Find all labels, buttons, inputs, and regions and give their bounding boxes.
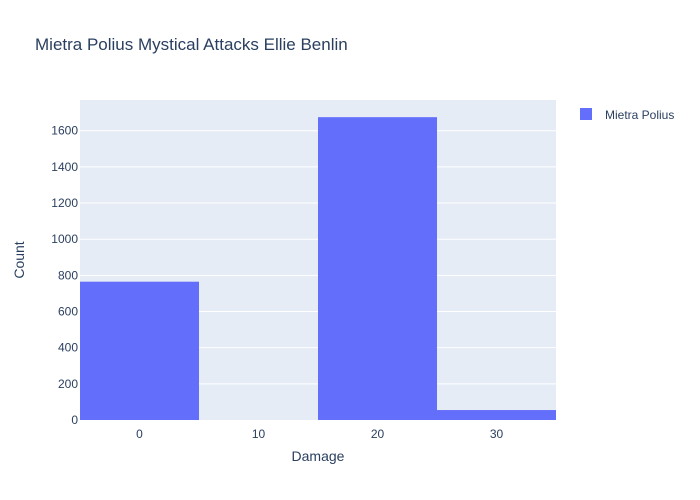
bar-damage-20[interactable] [318,117,437,420]
y-tick-label: 400 [58,341,78,355]
y-tick-label: 1000 [51,232,78,246]
bar-damage-0[interactable] [80,281,199,420]
x-tick-label: 20 [371,427,385,441]
legend-swatch[interactable] [580,108,592,120]
y-tick-label: 1600 [51,124,78,138]
y-axis-ticks: 0 200 400 600 800 1000 1200 1400 1600 [51,124,78,427]
y-axis-title: Count [11,241,27,278]
y-tick-label: 1200 [51,196,78,210]
x-tick-label: 0 [136,427,143,441]
y-tick-label: 200 [58,377,78,391]
y-tick-label: 600 [58,305,78,319]
x-tick-label: 30 [490,427,504,441]
x-axis-ticks: 0 10 20 30 [136,427,503,441]
y-tick-label: 800 [58,268,78,282]
chart-title: Mietra Polius Mystical Attacks Ellie Ben… [35,35,348,54]
x-tick-label: 10 [252,427,266,441]
y-tick-label: 0 [71,413,78,427]
bars [80,117,556,420]
legend-item-mietra-polius[interactable]: Mietra Polius [605,108,674,122]
legend[interactable]: Mietra Polius [580,108,674,122]
bar-damage-30[interactable] [437,410,556,420]
y-tick-label: 1400 [51,160,78,174]
x-axis-title: Damage [292,448,345,464]
